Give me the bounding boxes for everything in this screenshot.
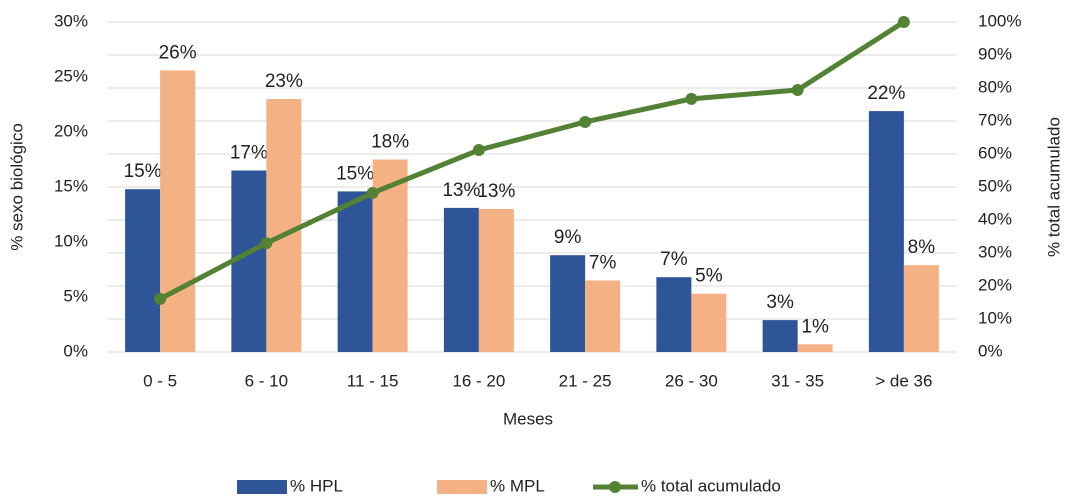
bar: [550, 255, 586, 352]
bar: [443, 207, 479, 352]
x-tick-label: 31 - 35: [771, 371, 824, 390]
x-tick-label: 11 - 15: [347, 371, 399, 390]
y-tick-label: 10%: [54, 231, 88, 250]
data-label: 15%: [124, 161, 162, 182]
data-label: 7%: [660, 249, 688, 270]
bar: [903, 265, 939, 352]
bar: [125, 189, 161, 352]
line-marker: [897, 16, 910, 28]
data-label: 1%: [801, 316, 829, 337]
y-tick-label: 5%: [63, 286, 88, 305]
bar: [337, 191, 373, 352]
y-tick-label: 15%: [54, 176, 88, 195]
x-tick-label: 6 - 10: [245, 371, 288, 390]
bar: [691, 293, 727, 352]
y2-axis-label: % total acumulado: [1044, 117, 1063, 257]
y2-tick-label: 30%: [978, 242, 1012, 261]
x-axis-label: Meses: [503, 409, 553, 428]
y-tick-label: 25%: [54, 66, 88, 85]
y-tick-label: 20%: [54, 121, 88, 140]
x-tick-label: 0 - 5: [143, 371, 177, 390]
data-label: 22%: [867, 83, 905, 104]
data-label: 18%: [371, 132, 409, 153]
bar: [656, 277, 692, 352]
data-label: 13%: [477, 181, 515, 202]
legend-swatch: [237, 480, 287, 494]
bar: [585, 280, 621, 352]
data-label: 7%: [589, 253, 617, 274]
data-label: 17%: [230, 143, 268, 164]
bar: [231, 170, 267, 352]
data-label: 15%: [336, 163, 374, 184]
x-tick-label: > de 36: [875, 371, 932, 390]
y2-tick-label: 80%: [978, 77, 1012, 96]
y2-tick-label: 100%: [978, 11, 1021, 30]
data-label: 23%: [265, 71, 303, 92]
y2-tick-label: 20%: [978, 275, 1012, 294]
legend-label: % HPL: [290, 476, 343, 495]
y-axis-label: % sexo biológico: [7, 123, 26, 251]
line: [158, 19, 906, 302]
bar: [868, 111, 904, 352]
x-tick-label: 21 - 25: [559, 371, 612, 390]
y-tick-label: 30%: [54, 11, 88, 30]
legend-swatch: [437, 480, 487, 494]
line-marker: [791, 83, 804, 96]
line-marker: [366, 186, 379, 199]
bar: [478, 209, 514, 352]
bar: [266, 99, 302, 352]
y2-tick-label: 10%: [978, 308, 1012, 327]
data-label: 26%: [159, 42, 197, 63]
data-label: 13%: [442, 180, 480, 201]
data-label: 3%: [766, 292, 794, 313]
line-marker: [579, 115, 592, 128]
bar: [762, 320, 798, 352]
bar: [160, 70, 196, 353]
bar: [797, 344, 833, 352]
data-label: 5%: [695, 266, 723, 287]
x-tick-label: 16 - 20: [452, 371, 505, 390]
y2-tick-label: 60%: [978, 143, 1012, 162]
line-marker: [154, 292, 167, 305]
line-marker: [472, 144, 485, 157]
x-tick-label: 26 - 30: [665, 371, 718, 390]
y2-tick-label: 90%: [978, 44, 1012, 63]
line-marker: [685, 92, 698, 105]
y2-tick-label: 0%: [978, 341, 1003, 360]
y-tick-label: 0%: [63, 341, 88, 360]
legend-label: % MPL: [490, 476, 545, 495]
y2-tick-label: 40%: [978, 209, 1012, 228]
y2-tick-label: 50%: [978, 176, 1012, 195]
data-label: 9%: [554, 227, 582, 248]
data-label: 8%: [908, 237, 936, 258]
legend-swatch-marker: [609, 481, 621, 493]
legend-label: % total acumulado: [641, 476, 781, 495]
line-marker: [260, 237, 273, 250]
y2-tick-label: 70%: [978, 110, 1012, 129]
